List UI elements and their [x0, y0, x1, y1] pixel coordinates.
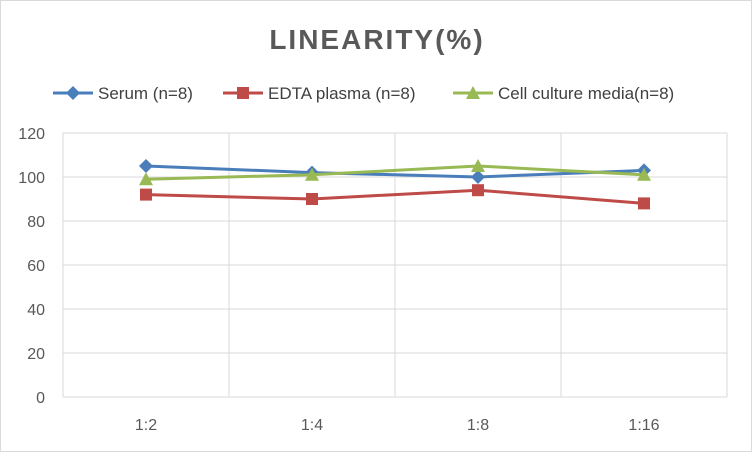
data-point-marker [466, 86, 480, 99]
series-line [145, 188, 645, 205]
x-tick-label: 1:4 [301, 417, 323, 434]
series-group [139, 159, 651, 210]
y-tick-label: 60 [27, 258, 45, 275]
x-tick-label: 1:8 [467, 417, 489, 434]
legend-item: Serum (n=8) [53, 84, 193, 103]
data-point-marker [237, 87, 249, 99]
data-point-marker [139, 159, 153, 173]
data-point-marker [471, 170, 485, 184]
y-tick-label: 80 [27, 214, 45, 231]
legend-label: Cell culture media(n=8) [498, 84, 674, 103]
data-point-marker [306, 193, 318, 205]
data-point-marker [139, 172, 153, 186]
series-triangle [139, 159, 651, 186]
data-point-marker [66, 86, 80, 100]
chart-title: LINEARITY(%) [269, 24, 484, 55]
y-tick-label: 120 [18, 126, 45, 143]
x-tick-label: 1:16 [628, 417, 659, 434]
legend-item: EDTA plasma (n=8) [223, 84, 416, 103]
x-axis: 1:2 1:4 1:8 1:16 [135, 417, 660, 434]
series-line [145, 164, 645, 181]
data-point-marker [471, 159, 485, 172]
series-line [145, 164, 645, 179]
y-tick-label: 100 [18, 170, 45, 187]
y-axis: 0 20 40 60 80 100 120 [18, 126, 45, 407]
x-tick-label: 1:2 [135, 417, 157, 434]
data-point-marker [637, 167, 651, 181]
data-point-marker [305, 167, 319, 181]
legend-item: Cell culture media(n=8) [453, 84, 674, 103]
series-square [140, 184, 650, 210]
data-point-marker [638, 197, 650, 210]
legend-label: EDTA plasma (n=8) [268, 84, 416, 103]
y-tick-label: 20 [27, 346, 45, 363]
y-tick-label: 0 [36, 390, 45, 407]
legend-label: Serum (n=8) [98, 84, 193, 103]
data-point-marker [472, 184, 484, 197]
y-tick-label: 40 [27, 302, 45, 319]
data-point-marker [140, 188, 152, 201]
legend: Serum (n=8) EDTA plasma (n=8) Cell culture… [53, 84, 674, 103]
